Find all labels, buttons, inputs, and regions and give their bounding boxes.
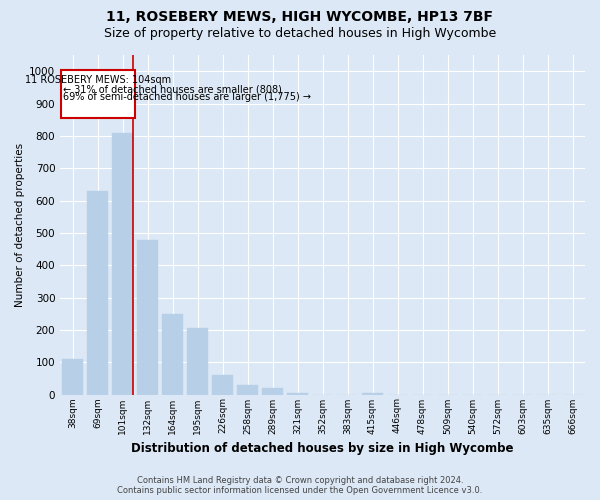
FancyBboxPatch shape bbox=[61, 70, 134, 118]
Bar bbox=[262, 388, 283, 394]
Text: 11 ROSEBERY MEWS: 104sqm: 11 ROSEBERY MEWS: 104sqm bbox=[25, 76, 171, 86]
Text: ← 31% of detached houses are smaller (808): ← 31% of detached houses are smaller (80… bbox=[64, 84, 282, 94]
Bar bbox=[187, 328, 208, 394]
Y-axis label: Number of detached properties: Number of detached properties bbox=[15, 142, 25, 307]
Text: 69% of semi-detached houses are larger (1,775) →: 69% of semi-detached houses are larger (… bbox=[64, 92, 311, 102]
Text: 11, ROSEBERY MEWS, HIGH WYCOMBE, HP13 7BF: 11, ROSEBERY MEWS, HIGH WYCOMBE, HP13 7B… bbox=[107, 10, 493, 24]
Bar bbox=[137, 240, 158, 394]
Bar bbox=[112, 133, 133, 394]
Bar bbox=[212, 375, 233, 394]
X-axis label: Distribution of detached houses by size in High Wycombe: Distribution of detached houses by size … bbox=[131, 442, 514, 455]
Bar bbox=[287, 393, 308, 394]
Bar bbox=[62, 359, 83, 394]
Bar bbox=[362, 393, 383, 394]
Bar bbox=[87, 191, 108, 394]
Bar bbox=[162, 314, 183, 394]
Text: Contains HM Land Registry data © Crown copyright and database right 2024.
Contai: Contains HM Land Registry data © Crown c… bbox=[118, 476, 482, 495]
Bar bbox=[237, 385, 258, 394]
Text: Size of property relative to detached houses in High Wycombe: Size of property relative to detached ho… bbox=[104, 28, 496, 40]
